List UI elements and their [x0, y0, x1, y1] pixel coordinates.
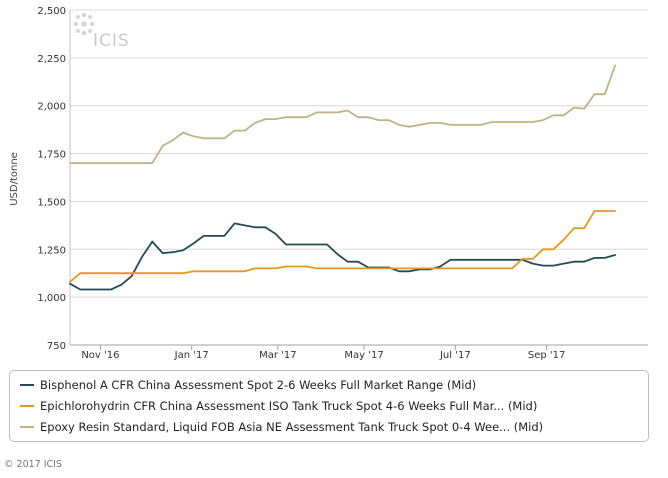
y-tick-label: 1,250	[37, 245, 66, 256]
legend-item-epichlorohydrin[interactable]: Epichlorohydrin CFR China Assessment ISO…	[20, 397, 537, 415]
y-tick-label: 1,750	[37, 150, 66, 161]
series-line-0[interactable]	[69, 222, 616, 291]
y-axis-title: USD/tonne	[9, 152, 20, 206]
legend-label: Epoxy Resin Standard, Liquid FOB Asia NE…	[40, 420, 544, 434]
series-line-2[interactable]	[69, 64, 616, 165]
y-tick-label: 2,500	[37, 6, 66, 17]
legend-swatch	[20, 426, 34, 428]
icis-logo-icon	[73, 12, 95, 36]
legend-swatch	[20, 384, 34, 386]
copyright-text: © 2017 ICIS	[4, 459, 62, 470]
legend-label: Bisphenol A CFR China Assessment Spot 2-…	[40, 378, 477, 392]
y-tick-label: 2,250	[37, 54, 66, 65]
x-tick-label: Mar '17	[259, 350, 297, 361]
y-tick-label: 1,500	[37, 197, 66, 208]
x-tick-label: May '17	[344, 350, 383, 361]
legend-label: Epichlorohydrin CFR China Assessment ISO…	[40, 399, 538, 413]
axes: 2,500 2,250 2,000 1,750 1,500 1,250 1,000 750 No…	[37, 6, 648, 361]
legend: Bisphenol A CFR China Assessment Spot 2-…	[9, 370, 649, 442]
series-line-1[interactable]	[69, 210, 616, 283]
icis-watermark: ICIS	[73, 12, 130, 51]
legend-item-bisphenol-a[interactable]: Bisphenol A CFR China Assessment Spot 2-…	[20, 376, 476, 394]
x-tick-label: Sep '17	[528, 350, 566, 361]
y-tick-label: 2,000	[37, 102, 66, 113]
x-tick-label: Jan '17	[174, 350, 209, 361]
x-tick-label: Jul '17	[439, 350, 471, 361]
legend-swatch	[20, 405, 34, 407]
legend-item-epoxy-resin[interactable]: Epoxy Resin Standard, Liquid FOB Asia NE…	[20, 418, 543, 436]
y-tick-label: 1,000	[37, 293, 66, 304]
gridlines	[70, 9, 648, 346]
x-tick-label: Nov '16	[81, 350, 119, 361]
watermark-text: ICIS	[93, 31, 130, 51]
y-tick-label: 750	[47, 341, 66, 352]
series-lines	[69, 64, 616, 291]
